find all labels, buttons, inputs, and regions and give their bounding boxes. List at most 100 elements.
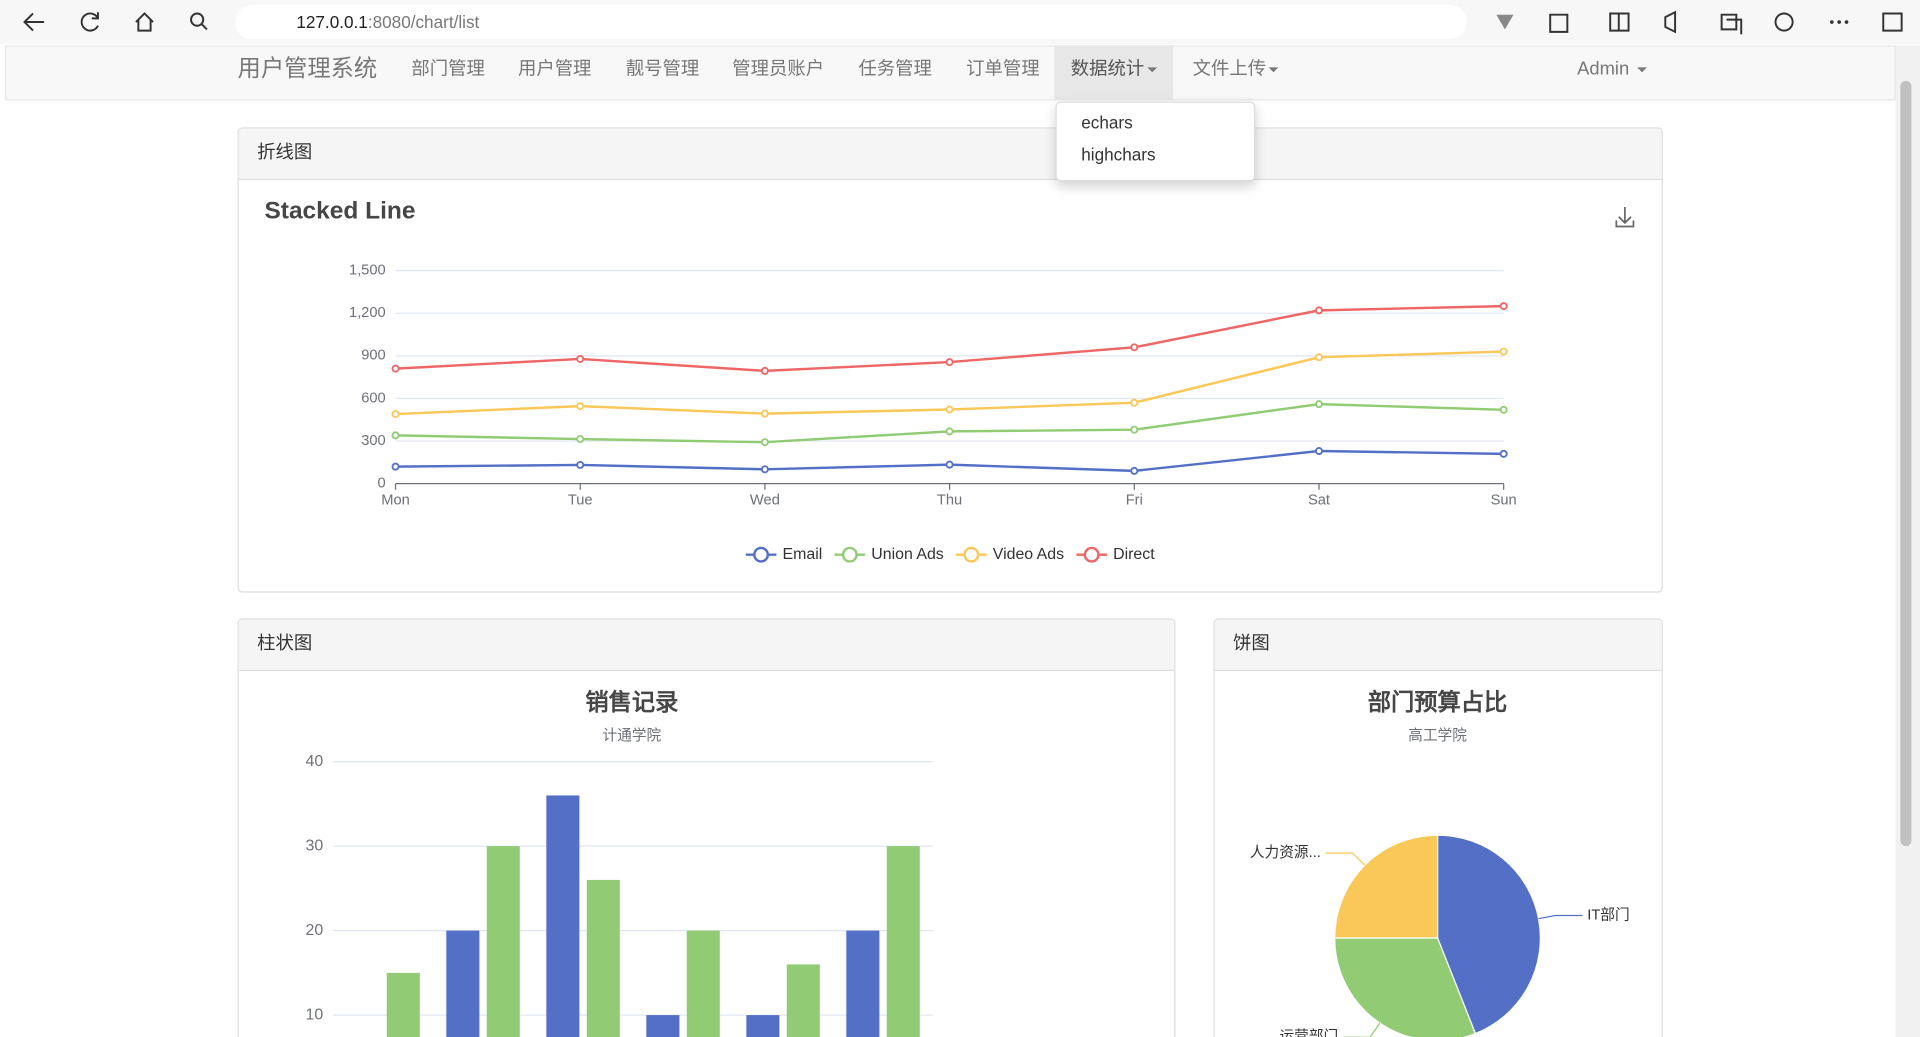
x-tick-label: Sat <box>1308 493 1330 509</box>
brand[interactable]: 用户管理系统 <box>237 56 378 83</box>
chart-title: 销售记录 <box>585 689 678 715</box>
y-tick-label: 1,500 <box>349 262 386 278</box>
y-tick-label: 40 <box>306 753 324 770</box>
nav-item[interactable]: 订单管理 <box>966 58 1040 80</box>
health-button[interactable] <box>1774 12 1794 32</box>
dropdown-item[interactable]: highchars <box>1081 144 1156 165</box>
nav-label: 数据统计 <box>1070 58 1145 80</box>
legend-marker <box>1083 546 1100 563</box>
pie-slice <box>1334 937 1477 1037</box>
y-tick-label: 1,200 <box>349 305 386 321</box>
point <box>576 435 585 444</box>
refresh-button[interactable] <box>80 12 99 32</box>
bar <box>546 795 580 1037</box>
nav-item[interactable]: 部门管理 <box>411 58 485 80</box>
slice-label: 人力资源... <box>1250 844 1321 861</box>
chart-subtitle: 计通学院 <box>602 726 661 744</box>
url-host: 127.0.0.1 <box>296 12 368 32</box>
leader-line <box>1538 914 1583 920</box>
bar <box>586 879 620 1037</box>
point <box>391 410 400 419</box>
browser-toolbar: A 127.0.0.1:8080/chart/list <box>0 0 1920 45</box>
point <box>391 431 400 440</box>
point <box>576 460 585 469</box>
legend-marker <box>963 546 980 563</box>
point <box>760 438 769 447</box>
dropdown-item[interactable]: echars <box>1081 112 1133 133</box>
back-button[interactable] <box>23 12 45 32</box>
extensions-button[interactable] <box>1549 13 1569 33</box>
scrollbar <box>1895 45 1920 1037</box>
slice-label: IT部门 <box>1587 906 1629 923</box>
nav-item[interactable]: 靓号管理 <box>625 58 700 80</box>
search-button[interactable] <box>190 12 208 31</box>
point <box>1314 306 1323 315</box>
address-bar[interactable]: 127.0.0.1:8080/chart/list <box>235 4 1467 40</box>
download-button[interactable] <box>1615 206 1635 228</box>
chart-subtitle: 高工学院 <box>1408 726 1467 744</box>
collections-button[interactable] <box>1720 13 1743 35</box>
nav-item[interactable]: 管理员账户 <box>732 58 825 80</box>
legend-item[interactable]: Video Ads <box>956 546 1064 563</box>
point <box>945 460 954 469</box>
nav-label: 文件上传 <box>1192 58 1267 80</box>
panel-heading: 柱状图 <box>238 619 1175 672</box>
legend-label: Video Ads <box>993 546 1064 563</box>
point <box>760 409 769 418</box>
split-button[interactable] <box>1609 12 1630 32</box>
sidebar-button[interactable] <box>1882 12 1903 32</box>
y-tick-label: 10 <box>306 1006 324 1023</box>
point <box>1130 398 1139 407</box>
point <box>1314 400 1323 409</box>
bar <box>786 964 820 1037</box>
point <box>576 354 585 363</box>
point <box>576 402 585 411</box>
x-tick-label: Wed <box>750 493 780 509</box>
slice-label: 运营部门 <box>1279 1028 1338 1037</box>
x-tick-label: Fri <box>1126 493 1143 509</box>
point <box>1499 347 1508 356</box>
panel-heading: 饼图 <box>1214 619 1662 672</box>
legend-item[interactable]: Email <box>745 546 823 563</box>
nav-item-active[interactable]: 数据统计 <box>1054 45 1174 101</box>
x-tick-label: Tue <box>568 493 593 509</box>
legend-label: Union Ads <box>871 546 944 563</box>
bar <box>386 972 420 1037</box>
legend-item[interactable]: Direct <box>1076 546 1155 563</box>
home-button[interactable] <box>135 12 154 32</box>
scrollbar-thumb[interactable] <box>1900 80 1912 847</box>
pie-slice <box>1334 834 1439 939</box>
nav-item[interactable]: 任务管理 <box>858 58 932 80</box>
legend-marker <box>841 546 858 563</box>
url: 127.0.0.1:8080/chart/list <box>296 5 479 39</box>
bar <box>446 930 480 1037</box>
point <box>1314 447 1323 455</box>
more-button[interactable] <box>1830 20 1849 24</box>
extension-icon[interactable] <box>1496 14 1514 30</box>
y-tick-label: 0 <box>378 476 386 492</box>
legend-label: Direct <box>1113 546 1155 563</box>
leader-line <box>1325 852 1366 866</box>
point <box>1130 466 1139 475</box>
point <box>945 427 954 436</box>
chart-title: 部门预算占比 <box>1368 689 1508 715</box>
y-tick-label: 900 <box>361 348 386 364</box>
bar <box>646 1015 680 1037</box>
point <box>1130 425 1139 434</box>
dropdown-menu: echars highchars <box>1055 101 1256 182</box>
x-tick-label: Sun <box>1491 493 1517 509</box>
point <box>391 462 400 471</box>
panel-heading: 折线图 <box>238 128 1662 180</box>
url-path: :8080/chart/list <box>367 12 480 32</box>
x-tick-label: Mon <box>381 493 410 509</box>
caret <box>1636 67 1647 73</box>
legend-item[interactable]: Union Ads <box>834 546 944 563</box>
nav-item[interactable]: 用户管理 <box>517 58 592 80</box>
y-tick-label: 20 <box>306 922 324 939</box>
y-tick-label: 300 <box>361 433 386 449</box>
nav-item[interactable]: 文件上传 <box>1193 45 1279 100</box>
favorites-button[interactable] <box>1664 10 1677 34</box>
user-menu[interactable]: Admin <box>1577 45 1647 100</box>
